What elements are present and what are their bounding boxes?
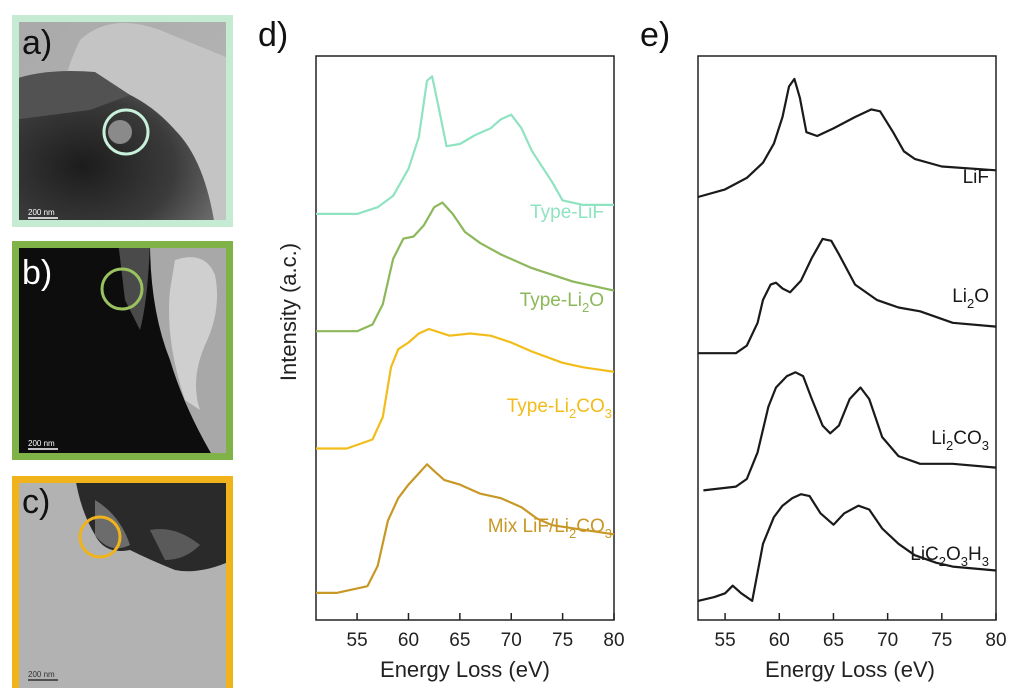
scale-bar-label-a: 200 nm [28, 208, 55, 217]
selected-area-circle-b [100, 267, 144, 311]
panel-label-e: e) [640, 16, 670, 54]
series-label-d-2: Type-Li2CO3 [507, 396, 612, 421]
scale-bar-label-c: 200 nm [28, 670, 55, 679]
chart-d-series [316, 75, 615, 595]
series-label-d-3: Mix LiF/Li2CO3 [488, 516, 612, 541]
selected-area-circle-c [78, 515, 122, 559]
series-label-e-0: LiF [963, 167, 989, 188]
x-tick-label: 65 [449, 630, 470, 651]
x-tick-label: 75 [552, 630, 573, 651]
panel-label-c: c) [22, 483, 50, 521]
chart-d-frame [315, 55, 615, 621]
x-tick-label: 70 [877, 630, 898, 651]
series-line-d-1 [316, 201, 615, 333]
panel-label-d: d) [258, 16, 288, 54]
x-tick-label: 80 [985, 630, 1006, 651]
x-tick-label: 70 [501, 630, 522, 651]
x-tick-label: 55 [347, 630, 368, 651]
chart-e-xticks: 55 60 65 70 75 80 [715, 613, 1007, 651]
panel-label-a: a) [22, 24, 52, 62]
x-tick-label: 80 [603, 630, 624, 651]
x-tick-label: 60 [769, 630, 790, 651]
x-tick-label: 65 [823, 630, 844, 651]
chart-d-xticks: 55 60 65 70 75 80 [347, 613, 625, 651]
series-label-e-3: LiC2O3H3 [910, 544, 989, 569]
series-label-e-2: Li2CO3 [931, 428, 989, 453]
x-tick-label: 60 [398, 630, 419, 651]
series-line-d-2 [316, 327, 615, 450]
chart-e-frame [697, 55, 997, 621]
series-line-d-3 [316, 463, 615, 595]
x-tick-label: 75 [931, 630, 952, 651]
panel-label-b: b) [22, 254, 52, 292]
series-line-d-0 [316, 75, 614, 215]
series-label-d-1: Type-Li2O [520, 290, 604, 315]
chart-d: d) 55 60 65 70 75 80 Type-LiFType-Li2OType-Li… [258, 16, 625, 682]
chart-d-legend: Type-LiF Type-Li2O Type-Li2CO3 Mix LiF/Li2C… [488, 202, 612, 541]
micrograph-b: 200 nm b) [12, 241, 233, 460]
series-line-e-0 [697, 77, 997, 199]
micrograph-a: 200 nm a) [12, 15, 233, 227]
series-line-e-3 [697, 493, 997, 603]
scale-bar-label-b: 200 nm [28, 439, 55, 448]
chart-e: e) 55 60 65 70 75 80 LiF Li2O Li2CO3 LiC2O3H3 En… [640, 16, 1007, 682]
chart-d-ylabel: Intensity (a.c.) [276, 243, 301, 381]
chart-e-xlabel: Energy Loss (eV) [765, 657, 935, 682]
micrograph-c: 200 nm c) [12, 476, 233, 688]
series-label-e-1: Li2O [952, 286, 989, 311]
x-tick-label: 55 [715, 630, 736, 651]
series-line-e-1 [698, 237, 997, 355]
series-label-d-0: Type-LiF [530, 202, 604, 223]
series-line-e-2 [703, 371, 997, 492]
chart-e-series [697, 77, 997, 603]
chart-e-legend: LiF Li2O Li2CO3 LiC2O3H3 [910, 167, 989, 569]
selected-area-circle-a [102, 108, 150, 156]
chart-d-xlabel: Energy Loss (eV) [380, 657, 550, 682]
